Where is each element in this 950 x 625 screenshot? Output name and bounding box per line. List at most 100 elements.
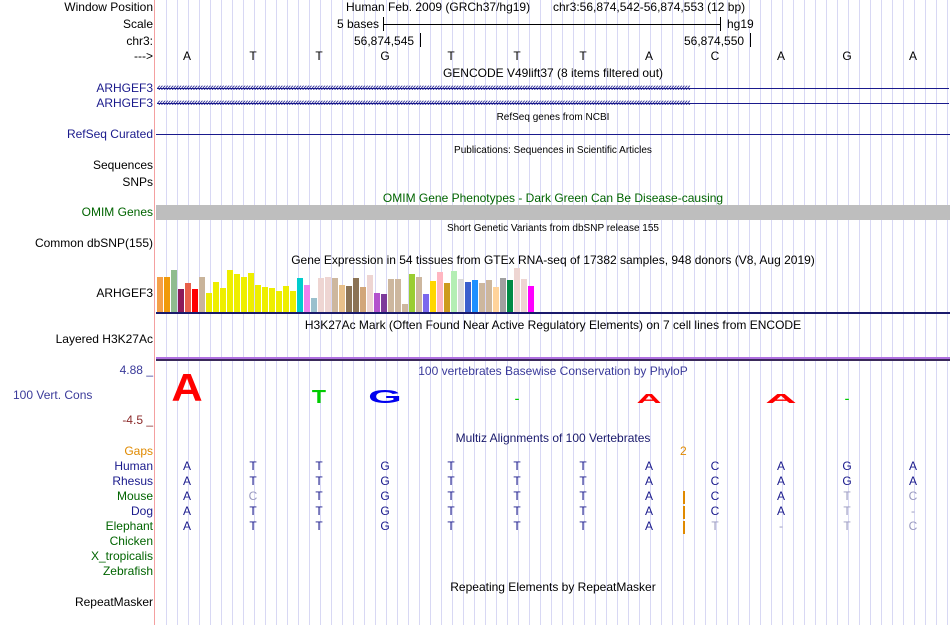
position-range: chr3:56,874,542-56,874,553 (12 bp) <box>553 0 746 14</box>
gtex-bar[interactable] <box>304 285 310 312</box>
aligned-base: A <box>908 474 917 488</box>
species-label[interactable]: Rhesus <box>112 474 153 488</box>
gtex-bar[interactable] <box>171 270 177 312</box>
aligned-base: A <box>776 474 785 488</box>
gtex-bar[interactable] <box>472 280 478 312</box>
gtex-bar[interactable] <box>325 277 331 312</box>
h3k27ac-signal <box>156 357 950 359</box>
gtex-bar[interactable] <box>500 278 506 312</box>
gtex-bar[interactable] <box>227 270 233 312</box>
gtex-bar[interactable] <box>486 280 492 312</box>
gtex-bar[interactable] <box>192 289 198 312</box>
gaps-label[interactable]: Gaps <box>124 444 153 458</box>
gencode-item-label[interactable]: ARHGEF3 <box>96 81 153 95</box>
gtex-bar[interactable] <box>248 273 254 312</box>
gene-arhgef3-2[interactable]: ‹‹‹‹‹‹‹‹‹‹‹‹‹‹‹‹‹‹‹‹‹‹‹‹‹‹‹‹‹‹‹‹‹‹‹‹‹‹‹‹… <box>157 99 949 108</box>
gtex-bar[interactable] <box>381 294 387 312</box>
gtex-bar[interactable] <box>269 288 275 312</box>
base-letter: A <box>908 49 917 63</box>
sequences-label[interactable]: Sequences <box>92 158 153 172</box>
phylop-label[interactable]: 100 Vert. Cons <box>13 388 93 402</box>
species-label[interactable]: Dog <box>130 504 153 518</box>
gtex-bar[interactable] <box>255 285 261 312</box>
logo-letter: G <box>368 387 402 407</box>
snps-label[interactable]: SNPs <box>122 175 153 189</box>
species-label[interactable]: Zebrafish <box>102 564 153 578</box>
gtex-bar[interactable] <box>290 291 296 312</box>
species-label[interactable]: Chicken <box>109 534 153 548</box>
gtex-bar[interactable] <box>311 298 317 312</box>
gtex-bar[interactable] <box>444 283 450 312</box>
gtex-bar[interactable] <box>388 279 394 312</box>
gtex-bar[interactable] <box>206 293 212 312</box>
gtex-bar[interactable] <box>185 283 191 312</box>
gtex-bar[interactable] <box>416 277 422 312</box>
gtex-bar[interactable] <box>374 293 380 312</box>
gtex-bar[interactable] <box>339 285 345 312</box>
gtex-bar[interactable] <box>437 272 443 312</box>
gtex-bar[interactable] <box>451 271 457 312</box>
gtex-bar[interactable] <box>318 278 324 312</box>
refseq-label[interactable]: RefSeq Curated <box>66 127 153 141</box>
aligned-base: T <box>513 489 521 503</box>
gtex-bar[interactable] <box>430 281 436 312</box>
gtex-bar[interactable] <box>297 278 303 312</box>
gtex-bar[interactable] <box>220 288 226 312</box>
gtex-bar[interactable] <box>262 287 268 312</box>
gtex-bar[interactable] <box>353 278 359 312</box>
gtex-bar[interactable] <box>178 289 184 312</box>
aligned-base: T <box>249 519 257 533</box>
gtex-bar[interactable] <box>199 277 205 312</box>
gtex-bar[interactable] <box>157 277 163 312</box>
gencode-title: GENCODE V49lift37 (8 items filtered out) <box>442 66 664 80</box>
omim-feature[interactable] <box>156 205 950 220</box>
gtex-bar[interactable] <box>213 282 219 312</box>
gtex-bar[interactable] <box>458 279 464 312</box>
h3k27ac-label[interactable]: Layered H3K27Ac <box>55 332 153 346</box>
aligned-base: C <box>710 504 720 518</box>
gtex-bar[interactable] <box>346 286 352 312</box>
base-letter: A <box>644 49 653 63</box>
chrom-label: chr3: <box>126 34 153 48</box>
gencode-item-label[interactable]: ARHGEF3 <box>96 96 153 110</box>
publications-title: Publications: Sequences in Scientific Ar… <box>454 145 652 156</box>
gtex-bar[interactable] <box>479 283 485 312</box>
gtex-bar[interactable] <box>276 291 282 312</box>
gtex-bar[interactable] <box>283 286 289 312</box>
base-letter: G <box>842 49 852 63</box>
species-label[interactable]: X_tropicalis <box>90 549 153 563</box>
gtex-bar[interactable] <box>507 280 513 312</box>
gtex-bar[interactable] <box>528 286 534 312</box>
gtex-bar[interactable] <box>395 279 401 312</box>
gtex-bar[interactable] <box>409 274 415 312</box>
gtex-bar[interactable] <box>164 277 170 312</box>
aligned-base: A <box>644 474 653 488</box>
logo-letter: T <box>311 387 327 407</box>
gtex-bar[interactable] <box>514 268 520 312</box>
aligned-base: T <box>447 519 455 533</box>
gtex-bar[interactable] <box>402 304 408 312</box>
gtex-label[interactable]: ARHGEF3 <box>96 286 153 300</box>
gene-arhgef3-1[interactable]: ‹‹‹‹‹‹‹‹‹‹‹‹‹‹‹‹‹‹‹‹‹‹‹‹‹‹‹‹‹‹‹‹‹‹‹‹‹‹‹‹… <box>157 84 949 93</box>
omim-label[interactable]: OMIM Genes <box>81 205 153 219</box>
gtex-bar[interactable] <box>493 287 499 312</box>
aligned-base: G <box>380 489 390 503</box>
repeatmasker-label[interactable]: RepeatMasker <box>74 595 153 609</box>
gtex-bar[interactable] <box>465 282 471 312</box>
aligned-base: T <box>843 519 851 533</box>
gtex-bar[interactable] <box>332 278 338 312</box>
gtex-bar[interactable] <box>521 279 527 312</box>
gtex-bar[interactable] <box>360 287 366 312</box>
species-label[interactable]: Human <box>114 459 153 473</box>
gtex-bar[interactable] <box>234 274 240 312</box>
aligned-base: T <box>513 519 521 533</box>
species-label[interactable]: Mouse <box>116 489 153 503</box>
refseq-gene-line[interactable] <box>156 134 950 135</box>
gtex-bar[interactable] <box>367 275 373 312</box>
gtex-bar[interactable] <box>241 277 247 312</box>
gtex-bar[interactable] <box>423 294 429 312</box>
aligned-base: T <box>579 489 587 503</box>
dbsnp-label[interactable]: Common dbSNP(155) <box>34 236 153 250</box>
aligned-base: T <box>579 459 587 473</box>
species-label[interactable]: Elephant <box>105 519 153 533</box>
